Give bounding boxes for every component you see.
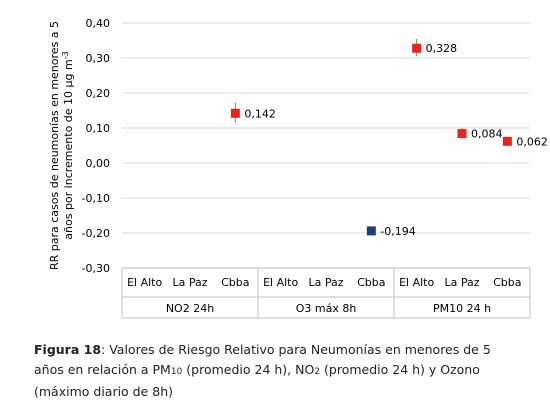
axes xyxy=(121,267,531,319)
group-label: PM10 24 h xyxy=(433,302,491,315)
group-label: NO2 24h xyxy=(166,302,214,315)
data-point-marker xyxy=(366,226,376,236)
y-tick-label: 0,20 xyxy=(86,87,111,100)
category-label: La Paz xyxy=(172,276,207,289)
category-label: El Alto xyxy=(263,276,298,289)
y-tick-label: -0,20 xyxy=(82,227,110,240)
caption-line1: Figura 18: Valores de Riesgo Relativo pa… xyxy=(34,340,534,360)
chart: 0,40 0,30 0,20 0,10 0,00 -0,10 -0,20 -0,30 El A… xyxy=(48,17,548,319)
category-label: El Alto xyxy=(127,276,162,289)
y-axis-title-line1: RR para casos de neumonías en menores a … xyxy=(48,21,61,270)
y-axis-title-line2: años por incremento de 10 μg m-3 xyxy=(61,51,75,239)
y-tick-label: 0,10 xyxy=(86,122,111,135)
data-label: -0,194 xyxy=(380,225,415,238)
y-tick-label: -0,30 xyxy=(82,262,110,275)
caption-line2: años en relación a PM10 (promedio 24 h),… xyxy=(34,360,534,382)
figure-number: Figura 18 xyxy=(34,342,102,357)
category-label: La Paz xyxy=(444,276,479,289)
y-tick-labels: 0,40 0,30 0,20 0,10 0,00 -0,10 -0,20 -0,30 xyxy=(82,17,110,275)
data-label: 0,084 xyxy=(471,128,503,141)
group-label: O3 máx 8h xyxy=(296,302,357,315)
data-point-marker xyxy=(457,129,467,139)
category-label: Cbba xyxy=(493,276,521,289)
caption-text-1: : Valores de Riesgo Relativo para Neumon… xyxy=(101,342,491,357)
category-label: La Paz xyxy=(308,276,343,289)
y-tick-label: 0,00 xyxy=(86,157,111,170)
category-label: El Alto xyxy=(399,276,434,289)
data-point-marker xyxy=(412,43,422,53)
category-label: Cbba xyxy=(221,276,249,289)
data-label: 0,328 xyxy=(426,42,458,55)
data-label: 0,142 xyxy=(244,107,275,120)
category-labels: El Alto La Paz Cbba NO2 24h El Alto La Paz Cbb… xyxy=(127,276,521,315)
caption-text-3: (máximo diario de 8h) xyxy=(34,384,174,399)
y-tick-label: 0,30 xyxy=(86,52,111,65)
data-points: 0,142 -0,194 0,328 0,084 0,062 xyxy=(230,38,548,238)
data-label: 0,062 xyxy=(516,135,548,148)
data-point-marker xyxy=(502,136,512,146)
data-point-marker xyxy=(230,108,240,118)
caption-sub-pm: 10 xyxy=(170,367,183,377)
caption-text-2a: años en relación a PM xyxy=(34,362,171,377)
category-label: Cbba xyxy=(357,276,385,289)
y-tick-label: -0,10 xyxy=(82,192,110,205)
figure-caption: Figura 18: Valores de Riesgo Relativo pa… xyxy=(34,340,534,402)
y-tick-label: 0,40 xyxy=(86,17,111,30)
caption-text-2c: (promedio 24 h), NO xyxy=(182,362,315,377)
caption-text-2e: (promedio 24 h) y Ozono xyxy=(320,362,480,377)
caption-line3: (máximo diario de 8h) xyxy=(34,382,534,402)
gridlines xyxy=(122,22,530,269)
caption-sub-no: 2 xyxy=(314,367,321,377)
